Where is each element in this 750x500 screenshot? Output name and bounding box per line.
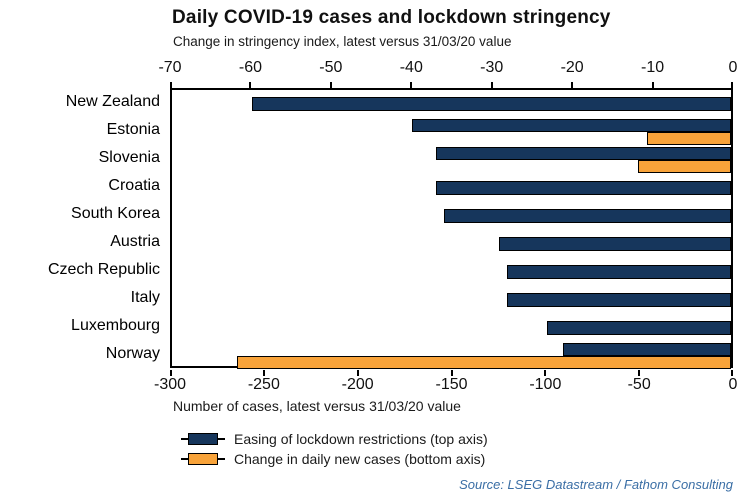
- top-axis-tick-label: -50: [319, 59, 343, 76]
- axis-tick: [329, 82, 332, 88]
- bar-row: [172, 314, 731, 342]
- category-label: Estonia: [106, 121, 160, 138]
- stringency-bar: [412, 119, 731, 132]
- category-label: Norway: [105, 345, 160, 362]
- axis-tick: [638, 370, 641, 376]
- legend-swatch-box: [188, 453, 218, 465]
- bottom-axis-tick-label: -250: [247, 376, 280, 393]
- axis-tick: [731, 370, 733, 376]
- top-axis-tick-label: -60: [238, 59, 262, 76]
- cases-bar: [647, 132, 731, 145]
- axis-tick: [571, 82, 574, 88]
- stringency-bar: [547, 321, 731, 335]
- axis-tick: [170, 370, 172, 376]
- stringency-bar: [563, 343, 731, 356]
- cases-bar: [638, 160, 731, 173]
- plot-area: [170, 88, 733, 370]
- bottom-axis-tick-label: -150: [435, 376, 468, 393]
- legend-swatch-cases: [181, 452, 225, 466]
- stringency-bar: [499, 237, 731, 251]
- top-axis-tick-label: -20: [560, 59, 584, 76]
- bottom-axis-tick-label: -50: [627, 376, 651, 393]
- category-label: Croatia: [108, 177, 160, 194]
- legend-item: Easing of lockdown restrictions (top axi…: [181, 429, 488, 449]
- category-label: South Korea: [71, 205, 160, 222]
- legend: Easing of lockdown restrictions (top axi…: [181, 429, 488, 469]
- axis-tick: [262, 370, 265, 376]
- stringency-bar: [507, 265, 731, 279]
- axis-tick: [410, 82, 413, 88]
- bottom-axis-tick-marks: [170, 370, 733, 376]
- axis-tick: [490, 82, 493, 88]
- axis-tick: [450, 370, 453, 376]
- category-label: New Zealand: [65, 93, 160, 110]
- top-axis-tick-marks: [170, 82, 733, 88]
- legend-label: Easing of lockdown restrictions (top axi…: [234, 431, 488, 447]
- top-axis-tick-labels: -70 -60 -50 -40 -30 -20 -10 0: [158, 59, 737, 79]
- top-axis-tick-label: -10: [641, 59, 665, 76]
- bottom-axis-tick-labels: -300 -250 -200 -150 -100 -50 0: [154, 376, 737, 396]
- axis-tick: [651, 82, 654, 88]
- top-axis-tick-label: -70: [158, 59, 182, 76]
- category-label: Austria: [110, 233, 160, 250]
- stringency-bar: [444, 209, 731, 223]
- bar-row: [172, 174, 731, 202]
- bar-row: [172, 342, 731, 370]
- legend-swatch-box: [188, 433, 218, 445]
- axis-tick: [544, 370, 547, 376]
- bar-row: [172, 90, 731, 118]
- stringency-bar: [436, 147, 731, 160]
- bar-row: [172, 202, 731, 230]
- bottom-axis-tick-label: -100: [529, 376, 562, 393]
- legend-swatch-stringency: [181, 432, 225, 446]
- stringency-bar: [436, 181, 731, 195]
- bar-row: [172, 230, 731, 258]
- axis-tick: [170, 82, 172, 88]
- axis-tick: [356, 370, 359, 376]
- chart-subtitle: Change in stringency index, latest versu…: [173, 34, 512, 49]
- bar-row: [172, 286, 731, 314]
- category-label: Slovenia: [98, 149, 160, 166]
- bottom-axis-tick-label: -300: [153, 376, 187, 393]
- top-axis-tick-label: 0: [728, 59, 738, 76]
- top-axis-tick-label: -30: [480, 59, 504, 76]
- bar-row: [172, 118, 731, 146]
- bar-row: [172, 146, 731, 174]
- category-axis-labels: New Zealand Estonia Slovenia Croatia South K…: [0, 88, 160, 368]
- top-axis-tick-label: -40: [399, 59, 423, 76]
- bottom-axis-tick-label: -200: [341, 376, 374, 393]
- stringency-bar: [507, 293, 731, 307]
- axis-tick: [249, 82, 252, 88]
- bar-row: [172, 258, 731, 286]
- bottom-axis-title: Number of cases, latest versus 31/03/20 …: [173, 398, 461, 414]
- stringency-bar: [252, 97, 731, 111]
- bottom-axis-tick-label: 0: [728, 376, 738, 393]
- legend-label: Change in daily new cases (bottom axis): [234, 451, 486, 467]
- category-label: Czech Republic: [47, 261, 160, 278]
- cases-bar: [237, 356, 731, 369]
- source-credit: Source: LSEG Datastream / Fathom Consult…: [459, 477, 733, 492]
- legend-item: Change in daily new cases (bottom axis): [181, 449, 488, 469]
- axis-tick: [731, 82, 733, 88]
- category-label: Luxembourg: [71, 317, 160, 334]
- category-label: Italy: [130, 289, 160, 306]
- chart-title: Daily COVID-19 cases and lockdown string…: [172, 7, 611, 28]
